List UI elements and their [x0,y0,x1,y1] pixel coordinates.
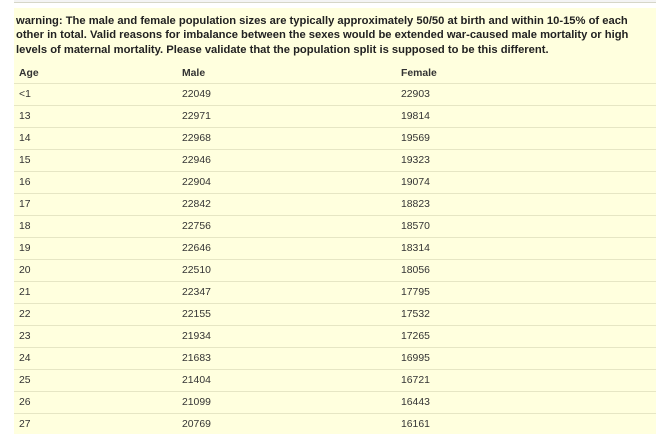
cell-male: 21934 [177,325,396,348]
top-divider [14,0,656,3]
table-row: 17 22842 18823 [14,193,656,216]
table-row: 19 22646 18314 [14,237,656,260]
cell-age: 21 [14,281,177,304]
cell-male: 20769 [177,413,396,434]
cell-male: 21683 [177,347,396,370]
cell-age: 26 [14,391,177,414]
cell-female: 19074 [396,171,656,194]
cell-female: 17795 [396,281,656,304]
cell-female: 17532 [396,303,656,326]
cell-female: 17265 [396,325,656,348]
cell-female: 16721 [396,369,656,392]
cell-female: 16443 [396,391,656,414]
cell-age: 17 [14,193,177,216]
table-row: 27 20769 16161 [14,413,656,434]
cell-female: 19814 [396,105,656,128]
cell-male: 22904 [177,171,396,194]
cell-female: 18823 [396,193,656,216]
table-header-row: Age Male Female [14,63,656,84]
population-panel: warning: The male and female population … [14,8,656,434]
table-row: 20 22510 18056 [14,259,656,282]
cell-age: 27 [14,413,177,434]
table-row: 26 21099 16443 [14,391,656,414]
cell-age: 14 [14,127,177,150]
table-row: 14 22968 19569 [14,127,656,150]
cell-male: 21099 [177,391,396,414]
cell-female: 16995 [396,347,656,370]
table-row: 21 22347 17795 [14,281,656,304]
cell-age: <1 [14,83,177,106]
cell-age: 25 [14,369,177,392]
cell-female: 18056 [396,259,656,282]
cell-age: 19 [14,237,177,260]
cell-age: 15 [14,149,177,172]
cell-age: 23 [14,325,177,348]
table-row: 24 21683 16995 [14,347,656,370]
cell-male: 22971 [177,105,396,128]
cell-male: 22347 [177,281,396,304]
table-row: 23 21934 17265 [14,325,656,348]
cell-female: 16161 [396,413,656,434]
cell-age: 24 [14,347,177,370]
table-row: 22 22155 17532 [14,303,656,326]
cell-female: 19569 [396,127,656,150]
header-age: Age [19,67,39,79]
table-row: 13 22971 19814 [14,105,656,128]
header-female: Female [401,67,437,79]
cell-female: 18570 [396,215,656,238]
cell-male: 22968 [177,127,396,150]
table-body: <1 22049 22903 13 22971 19814 14 22968 19569 15 22… [14,83,656,434]
table-row: <1 22049 22903 [14,83,656,106]
table-row: 25 21404 16721 [14,369,656,392]
header-male: Male [182,67,206,79]
cell-age: 16 [14,171,177,194]
cell-male: 22946 [177,149,396,172]
cell-male: 22756 [177,215,396,238]
cell-male: 22155 [177,303,396,326]
cell-age: 13 [14,105,177,128]
table-row: 16 22904 19074 [14,171,656,194]
cell-male: 22510 [177,259,396,282]
cell-male: 22646 [177,237,396,260]
cell-female: 19323 [396,149,656,172]
cell-age: 22 [14,303,177,326]
cell-male: 22049 [177,83,396,106]
table-row: 15 22946 19323 [14,149,656,172]
cell-male: 22842 [177,193,396,216]
cell-age: 18 [14,215,177,238]
cell-male: 21404 [177,369,396,392]
population-table: Age Male Female <1 22049 22903 13 22971 19814… [14,63,656,434]
cell-female: 18314 [396,237,656,260]
table-row: 18 22756 18570 [14,215,656,238]
cell-age: 20 [14,259,177,282]
cell-female: 22903 [396,83,656,106]
population-warning: warning: The male and female population … [16,15,629,56]
